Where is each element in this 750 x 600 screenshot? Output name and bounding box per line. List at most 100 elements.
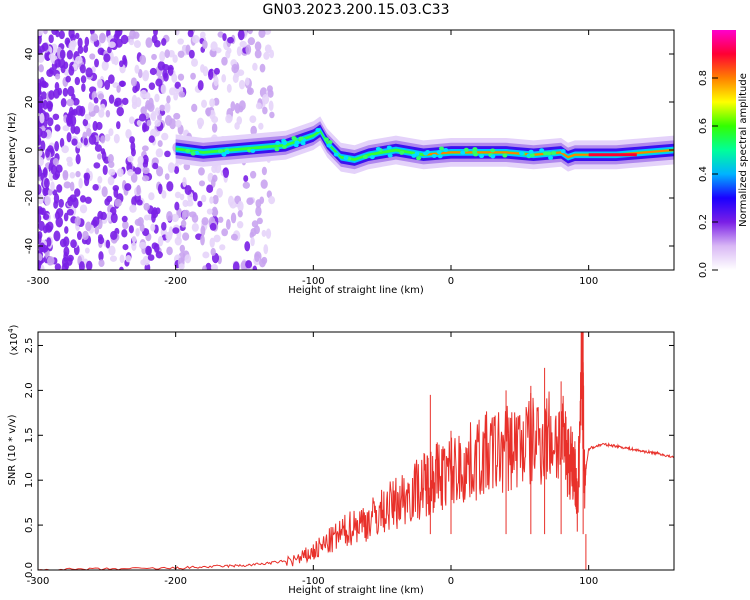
ridge-blob [414,151,420,156]
noise-speckle [231,63,239,74]
noise-speckle [149,67,157,76]
ridge-blob [300,141,306,146]
noise-speckle [102,165,108,176]
noise-speckle [265,228,272,239]
noise-speckle [182,232,190,241]
noise-speckle [119,266,124,270]
noise-speckle [73,59,78,71]
noise-speckle [187,30,194,38]
noise-speckle [74,188,81,197]
noise-speckle [246,87,254,96]
noise-speckle [217,216,224,223]
noise-speckle [137,155,144,165]
noise-speckle [230,101,236,112]
noise-speckle [202,265,207,270]
noise-speckle [134,167,142,175]
noise-speckle [152,207,158,216]
noise-speckle [222,167,230,179]
noise-speckle [107,153,114,164]
noise-speckle [55,30,60,38]
noise-speckle [56,184,63,193]
ridge-blob [548,155,554,160]
colorbar-tick-label: 0.4 [698,166,709,182]
noise-speckle [84,196,92,204]
noise-speckle [222,33,227,42]
noise-speckle [86,260,93,270]
snr-panel: -300 -200 -100 0 100 0.0 0.5 1.0 1.5 2.0 2.5 Heig… [7,324,675,596]
noise-speckle [67,85,75,97]
noise-speckle [198,180,206,187]
noise-speckle [178,263,185,270]
noise-speckle [97,175,103,184]
noise-speckle [160,84,167,95]
noise-speckle [93,97,99,104]
noise-speckle [167,162,175,174]
noise-speckle [38,134,41,146]
noise-speckle [267,89,274,98]
noise-speckle [186,200,194,207]
noise-speckle [74,216,81,227]
noise-speckle [107,46,112,54]
figure-title: GN03.2023.200.15.03.C33 [263,2,450,18]
noise-speckle [196,117,205,128]
noise-speckle [173,92,179,101]
noise-speckle [59,49,65,59]
noise-speckle [182,177,187,188]
noise-speckle [221,56,228,66]
noise-speckle [258,122,264,130]
noise-speckle [183,209,190,218]
noise-speckle [119,60,124,68]
noise-speckle [66,208,74,216]
noise-speckle [209,222,217,231]
noise-speckle [200,225,206,237]
noise-speckle [79,195,87,203]
noise-speckle [205,107,211,117]
noise-speckle [84,176,90,187]
noise-speckle [130,141,136,152]
noise-speckle [128,116,135,125]
noise-speckle [197,200,203,208]
noise-speckle [156,166,164,177]
noise-speckle [213,234,221,243]
noise-speckle [200,64,205,73]
noise-speckle [43,225,48,234]
noise-speckle [221,74,227,83]
noise-speckle [207,69,214,81]
noise-speckle [179,193,185,201]
noise-speckle [43,30,48,35]
noise-speckle [70,124,76,134]
noise-speckle [130,77,137,87]
noise-speckle [77,45,84,55]
noise-speckle [138,241,147,249]
noise-speckle [38,213,42,223]
noise-speckle [164,102,171,113]
noise-speckle [166,210,173,222]
noise-speckle [166,181,174,192]
noise-speckle [217,31,224,38]
y-tick-label: 1.5 [24,427,35,443]
noise-speckle [161,221,167,231]
ridge-blob [194,150,200,155]
noise-speckle [38,164,41,173]
snr-x-label: Height of straight line (km) [288,585,424,596]
noise-speckle [177,73,185,81]
colorbar: 0.0 0.2 0.4 0.6 0.8 Normalized spectral ampl… [698,30,749,278]
noise-speckle [121,215,128,223]
noise-speckle [108,245,116,256]
noise-speckle [127,155,134,163]
noise-speckle [83,44,89,53]
noise-speckle [184,185,192,196]
noise-speckle [38,156,45,167]
noise-speckle [40,264,45,270]
ridge-blob [460,150,466,155]
noise-speckle [92,183,99,191]
noise-speckle [101,186,108,198]
noise-speckle [155,251,163,259]
noise-speckle [191,35,200,44]
noise-speckle [38,194,44,205]
ridge-blob [250,148,256,153]
noise-speckle [169,87,176,96]
ridge-blob [369,155,375,160]
noise-speckle [191,223,199,232]
ridge-blob [315,128,321,133]
